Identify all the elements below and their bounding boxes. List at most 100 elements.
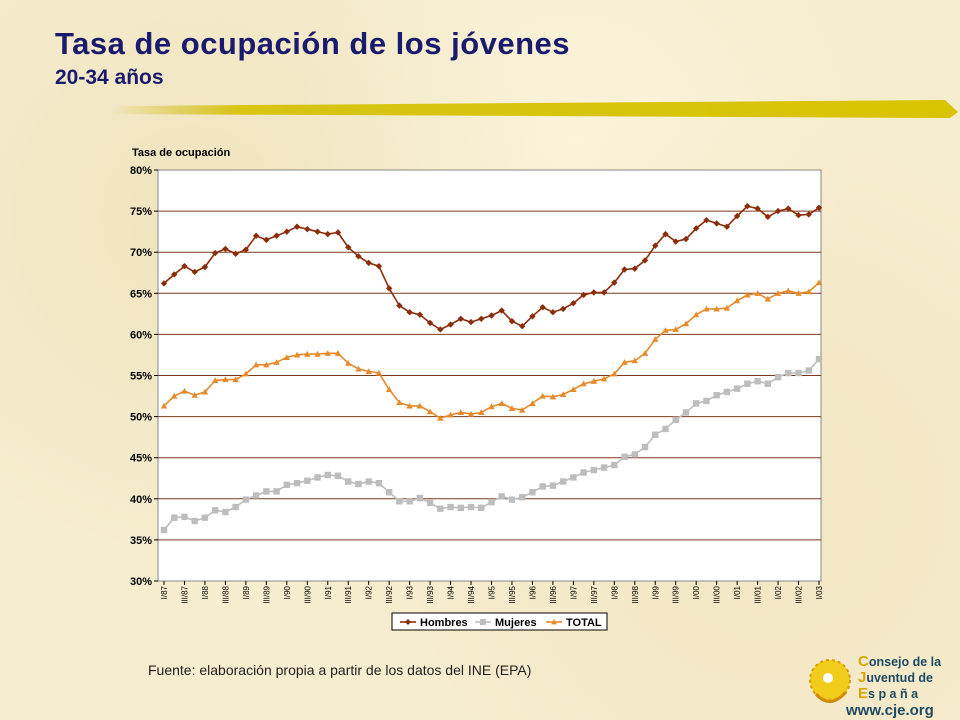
x-tick-label: III/90 xyxy=(303,585,312,603)
data-point xyxy=(580,291,587,299)
data-point xyxy=(488,312,495,319)
data-point xyxy=(426,408,434,415)
page-subtitle: 20-34 años xyxy=(55,66,164,89)
x-tick-label: III/88 xyxy=(221,585,230,603)
data-point xyxy=(529,400,536,407)
data-point xyxy=(375,262,383,270)
data-point xyxy=(447,411,454,418)
data-point xyxy=(549,309,557,316)
data-point xyxy=(345,244,352,251)
y-tick-label: 55% xyxy=(130,371,152,383)
data-point xyxy=(181,262,188,270)
data-point xyxy=(478,504,485,512)
data-point xyxy=(334,472,342,479)
data-point xyxy=(559,391,567,397)
logo-wordmark: Consejo de la Juventud de Es p a ñ a xyxy=(858,653,942,702)
data-point xyxy=(551,619,557,625)
data-point xyxy=(211,377,219,383)
data-point xyxy=(457,315,464,322)
x-tick-label: I/95 xyxy=(488,585,497,599)
x-tick-label: I/90 xyxy=(283,585,292,599)
logo-url: www.cje.org xyxy=(846,702,934,719)
data-point xyxy=(324,350,331,356)
data-point xyxy=(345,359,352,366)
data-point xyxy=(293,479,301,487)
data-point xyxy=(263,236,270,244)
data-point xyxy=(621,359,628,365)
data-point xyxy=(662,425,669,433)
y-tick-label: 50% xyxy=(130,412,152,424)
data-point xyxy=(785,287,792,294)
data-point xyxy=(498,493,505,500)
data-point xyxy=(488,498,495,506)
cje-logo: Consejo de la Juventud de Es p a ñ a www… xyxy=(806,650,960,720)
data-point xyxy=(304,477,311,484)
data-point xyxy=(570,299,577,307)
data-point xyxy=(662,327,669,333)
y-tick-label: 60% xyxy=(130,329,152,341)
y-tick-label: 45% xyxy=(130,453,152,465)
data-point xyxy=(508,318,516,325)
data-point xyxy=(201,263,209,271)
x-tick-label: III/91 xyxy=(344,585,353,603)
x-tick-label: III/89 xyxy=(262,585,271,603)
series-hombres xyxy=(160,202,823,333)
data-point xyxy=(191,517,198,525)
data-point xyxy=(764,380,772,387)
data-point xyxy=(733,212,741,220)
data-point xyxy=(570,474,577,481)
data-point xyxy=(467,503,475,511)
data-point xyxy=(519,406,526,413)
data-point xyxy=(314,228,321,235)
data-point xyxy=(539,483,546,490)
data-point xyxy=(304,225,311,233)
data-point xyxy=(160,526,168,534)
data-point xyxy=(774,373,782,381)
data-point xyxy=(293,351,301,358)
data-point xyxy=(795,369,802,377)
data-point xyxy=(754,378,761,385)
data-point xyxy=(641,443,649,451)
data-point xyxy=(263,488,270,495)
data-series xyxy=(160,202,823,534)
data-point xyxy=(774,207,782,215)
y-tick-label: 30% xyxy=(130,576,152,588)
data-point xyxy=(519,322,526,330)
y-tick-label: 75% xyxy=(130,206,152,218)
data-point xyxy=(703,216,710,224)
data-point xyxy=(641,350,649,356)
x-tick-label: I/98 xyxy=(610,585,619,599)
x-tick-label: I/01 xyxy=(733,585,742,599)
data-point xyxy=(211,249,219,257)
data-point xyxy=(171,392,178,399)
data-point xyxy=(416,402,424,409)
data-point xyxy=(672,238,679,245)
data-point xyxy=(733,297,741,304)
y-tick-labels: 30% 35% 40% 45% 50% 55% 60% 65% 70% 75% 80% xyxy=(130,165,152,588)
data-point xyxy=(385,489,393,496)
data-point xyxy=(559,305,567,313)
source-note: Fuente: elaboración propia a partir de l… xyxy=(148,662,532,678)
data-point xyxy=(795,290,802,296)
data-point xyxy=(600,464,608,471)
data-point xyxy=(549,482,557,489)
data-point xyxy=(580,380,587,387)
data-point xyxy=(611,370,618,377)
data-point xyxy=(273,232,280,239)
data-point xyxy=(713,220,720,227)
data-point xyxy=(334,229,342,236)
data-point xyxy=(437,415,444,421)
data-point xyxy=(160,280,168,287)
x-tick-label: III/00 xyxy=(713,585,722,603)
data-point xyxy=(375,369,383,376)
data-point xyxy=(590,378,598,384)
x-tick-label: III/98 xyxy=(631,585,640,603)
data-point xyxy=(314,474,321,481)
data-point xyxy=(682,235,690,243)
data-point xyxy=(785,205,792,212)
data-point xyxy=(580,469,587,476)
data-point xyxy=(508,405,516,411)
data-point xyxy=(201,514,209,521)
data-point xyxy=(754,205,761,212)
data-point xyxy=(672,326,679,333)
